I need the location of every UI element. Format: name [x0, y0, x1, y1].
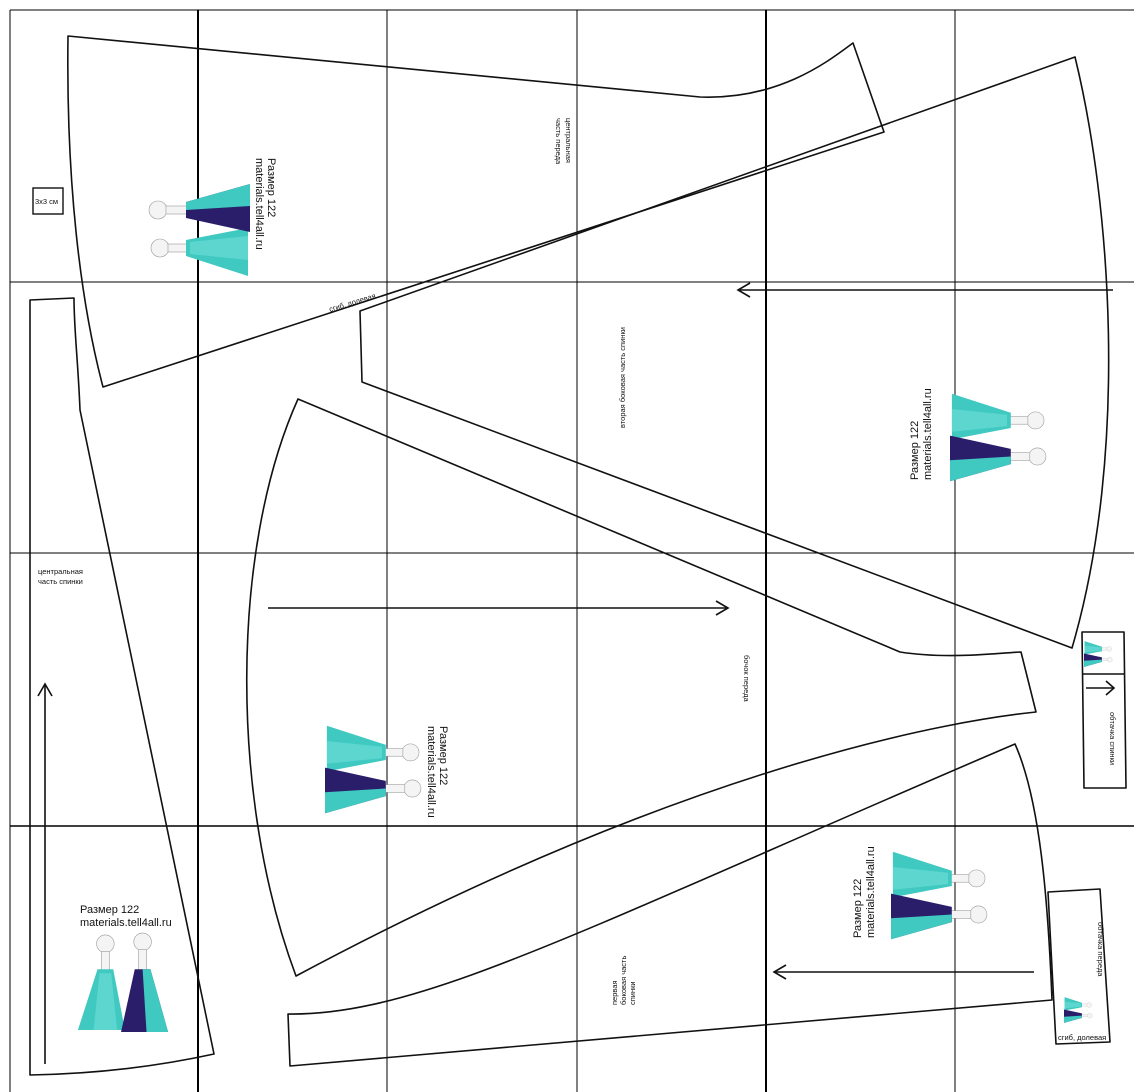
- size-label-3: Размер 122: [437, 726, 449, 785]
- piece-side-front: [246, 398, 1037, 977]
- dress-illustration-icon: [890, 851, 988, 940]
- site-label-5: materials.tell4all.ru: [865, 846, 877, 938]
- center-front-label-1: центральная: [564, 118, 573, 163]
- dress-illustration-icon: [1063, 996, 1093, 1024]
- size-label-4: Размер 122: [80, 904, 139, 916]
- size-label-5: Размер 122: [852, 879, 864, 938]
- piece-second-side-back: [359, 56, 1110, 649]
- dress-illustration-icon: [77, 932, 169, 1033]
- center-back-label-1: центральная: [38, 567, 83, 576]
- front-facing-label: обтачка переда: [1096, 922, 1105, 977]
- first-side-back-label-1: первая: [610, 980, 619, 1005]
- center-front-label-2: часть переда: [554, 118, 563, 165]
- scale-square: [32, 187, 64, 215]
- first-side-back-label-3: спинки: [628, 981, 637, 1005]
- scale-box-label: 3x3 см: [35, 197, 58, 206]
- dress-illustration-icon: [148, 183, 251, 277]
- site-label-4: materials.tell4all.ru: [80, 917, 172, 929]
- center-back-label-2: часть спинки: [38, 577, 83, 586]
- size-label-1: Размер 122: [265, 158, 277, 217]
- piece-center-front: [67, 35, 885, 388]
- dress-illustration-icon: [1083, 640, 1113, 668]
- side-front-label: бочок переда: [742, 655, 751, 703]
- dress-illustration-icon: [324, 725, 422, 814]
- site-label-3: materials.tell4all.ru: [425, 726, 437, 818]
- second-side-back-label: вторая боковая часть спинки: [618, 327, 627, 428]
- fold-grain-label-2: сгиб, долевая: [1058, 1033, 1106, 1042]
- size-label-2: Размер 122: [909, 421, 921, 480]
- tile-grid: [9, 9, 1134, 1092]
- piece-front-facing: [1047, 888, 1111, 1045]
- piece-center-back: [29, 297, 215, 1076]
- piece-back-facing: [1081, 631, 1127, 789]
- fold-grain-label-1: сгиб, долевая: [328, 291, 377, 314]
- back-facing-label: обтачка спинки: [1108, 712, 1117, 765]
- first-side-back-label-2: боковая часть: [619, 956, 628, 1005]
- dress-illustration-icon: [949, 393, 1047, 482]
- site-label-1: materials.tell4all.ru: [253, 158, 265, 250]
- piece-first-side-back: [287, 743, 1053, 1067]
- site-label-2: materials.tell4all.ru: [922, 388, 934, 480]
